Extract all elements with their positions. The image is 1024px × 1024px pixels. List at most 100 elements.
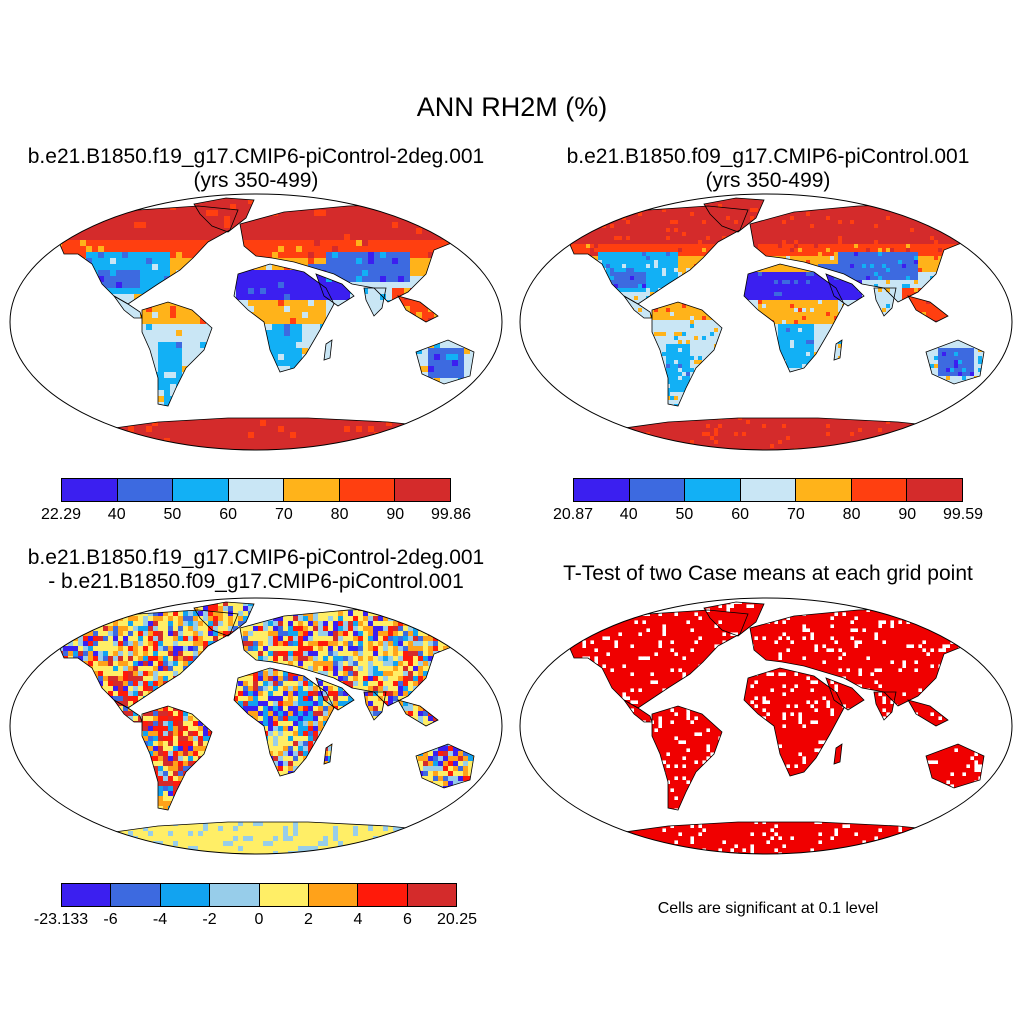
grid-cell xyxy=(526,216,530,220)
grid-cell xyxy=(92,264,99,271)
grid-cell xyxy=(248,348,255,355)
grid-cell xyxy=(950,204,955,209)
grid-cell xyxy=(488,234,494,240)
grid-cell xyxy=(890,204,895,209)
grid-cell xyxy=(374,300,381,307)
grid-cell xyxy=(104,438,111,445)
grid-cell xyxy=(982,224,987,229)
grid-cell xyxy=(658,232,663,237)
grid-cell xyxy=(550,204,554,208)
grid-cell xyxy=(236,432,243,439)
grid-cell xyxy=(822,232,827,237)
grid-cell xyxy=(726,232,731,237)
grid-cell xyxy=(910,200,915,205)
grid-cell xyxy=(794,228,799,233)
grid-cell xyxy=(464,348,471,355)
grid-cell xyxy=(194,288,201,295)
grid-cell xyxy=(546,220,550,224)
grid-cell xyxy=(86,198,93,205)
grid-cell xyxy=(206,210,213,217)
grid-cell xyxy=(602,192,606,196)
grid-cell xyxy=(284,432,291,439)
grid-cell xyxy=(356,228,363,235)
grid-cell xyxy=(188,282,195,289)
grid-cell xyxy=(350,366,357,373)
grid-cell xyxy=(494,216,500,222)
grid-cell xyxy=(152,210,159,217)
grid-cell xyxy=(62,378,69,385)
grid-cell xyxy=(278,414,285,421)
grid-cell xyxy=(8,312,14,318)
grid-cell xyxy=(98,276,105,283)
grid-cell xyxy=(188,438,195,445)
grid-cell xyxy=(958,200,963,205)
grid-cell xyxy=(332,432,339,439)
grid-cell xyxy=(86,210,93,217)
grid-cell xyxy=(338,360,345,367)
grid-cell xyxy=(392,444,399,450)
grid-cell xyxy=(554,216,558,220)
grid-cell xyxy=(822,224,827,229)
grid-cell xyxy=(670,212,675,217)
grid-cell xyxy=(58,390,63,397)
grid-cell xyxy=(722,220,727,225)
grid-cell xyxy=(878,192,882,196)
grid-cell xyxy=(320,390,327,397)
grid-cell xyxy=(134,354,141,361)
grid-cell xyxy=(266,246,273,253)
grid-cell xyxy=(368,342,375,349)
grid-cell xyxy=(590,200,595,205)
grid-cell xyxy=(706,232,711,237)
grid-cell xyxy=(146,252,153,259)
grid-cell xyxy=(678,192,682,196)
grid-cell xyxy=(962,208,967,213)
grid-cell xyxy=(452,438,459,445)
grid-cell xyxy=(182,396,189,403)
grid-cell xyxy=(62,252,69,259)
grid-cell xyxy=(110,252,117,259)
grid-cell xyxy=(500,264,504,270)
grid-cell xyxy=(470,318,477,325)
grid-cell xyxy=(206,222,213,229)
grid-cell xyxy=(116,390,123,397)
grid-cell xyxy=(338,324,345,331)
grid-cell xyxy=(362,420,369,427)
grid-cell xyxy=(602,220,607,225)
grid-cell xyxy=(356,306,363,313)
grid-cell xyxy=(392,282,399,289)
grid-cell xyxy=(50,192,56,198)
grid-cell xyxy=(646,228,651,233)
grid-cell xyxy=(458,402,465,409)
grid-cell xyxy=(62,354,69,361)
grid-cell xyxy=(526,228,530,232)
grid-cell xyxy=(470,282,477,289)
grid-cell xyxy=(260,432,267,439)
grid-cell xyxy=(98,396,105,403)
grid-cell xyxy=(338,330,345,337)
grid-cell xyxy=(20,432,26,438)
grid-cell xyxy=(482,210,488,216)
grid-cell xyxy=(224,354,231,361)
grid-cell xyxy=(350,234,357,241)
grid-cell xyxy=(374,372,381,379)
grid-cell xyxy=(56,450,62,452)
grid-cell xyxy=(104,198,111,205)
grid-cell xyxy=(278,300,285,307)
grid-cell xyxy=(218,354,225,361)
grid-cell xyxy=(434,282,441,289)
grid-cell xyxy=(254,294,261,301)
grid-cell xyxy=(734,212,739,217)
grid-cell xyxy=(242,444,249,450)
grid-cell xyxy=(434,426,441,433)
grid-cell xyxy=(674,198,679,201)
grid-cell xyxy=(494,378,500,384)
grid-cell xyxy=(224,252,231,259)
grid-cell xyxy=(278,438,285,445)
grid-cell xyxy=(526,192,530,196)
grid-cell xyxy=(586,212,591,217)
grid-cell xyxy=(350,360,357,367)
grid-cell xyxy=(392,264,399,271)
grid-cell xyxy=(464,204,471,211)
grid-cell xyxy=(914,204,919,209)
grid-cell xyxy=(344,408,351,415)
